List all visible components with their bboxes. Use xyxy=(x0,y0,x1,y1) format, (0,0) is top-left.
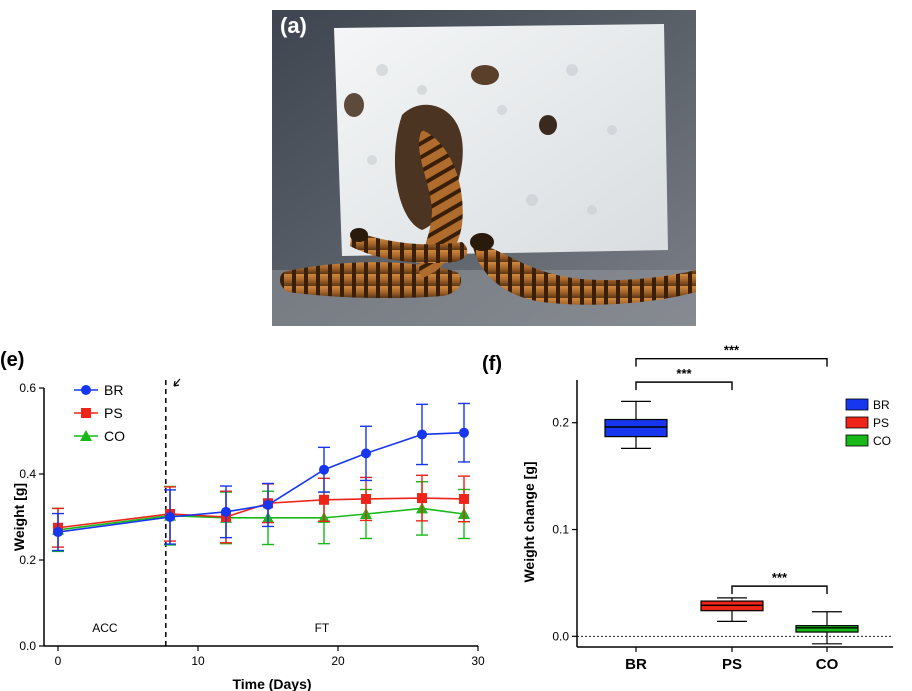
significance-bracket xyxy=(731,585,828,595)
larva-head xyxy=(470,233,494,251)
y-tick-label: 0.4 xyxy=(19,467,36,481)
series-co xyxy=(52,481,470,553)
data-point xyxy=(319,494,329,505)
legend-swatch xyxy=(845,398,869,411)
weight-over-time-chart: 0 10 20 30 0.00.20.40.6 ACC FT Time (Days) … xyxy=(11,378,485,691)
data-point xyxy=(165,512,175,522)
data-point xyxy=(263,499,273,510)
data-point xyxy=(361,493,371,504)
legend-label: BR xyxy=(873,398,890,412)
ft-region-label: FT xyxy=(315,621,330,635)
data-point xyxy=(459,493,469,504)
significance-bracket xyxy=(635,357,828,367)
y-tick-label: 0.0 xyxy=(19,639,36,653)
legend-swatch xyxy=(845,434,869,447)
box-br xyxy=(604,400,668,449)
legend-label: CO xyxy=(104,428,125,444)
data-point xyxy=(80,430,92,441)
data-point xyxy=(81,385,91,395)
small-hole xyxy=(471,65,499,85)
legend: BR PS CO xyxy=(845,398,891,448)
x-tick-label: BR xyxy=(625,656,647,673)
small-hole xyxy=(539,115,557,135)
box-ps xyxy=(700,597,764,622)
x-tick-label: 20 xyxy=(331,654,345,668)
data-point xyxy=(417,493,427,504)
box xyxy=(795,625,859,633)
y-tick-label: 0.0 xyxy=(552,629,569,643)
series-line xyxy=(57,497,465,529)
series-ps xyxy=(52,474,470,548)
legend-swatch xyxy=(845,416,869,429)
mealworm-photo-drawing: (a) xyxy=(272,10,696,326)
x-tick-label: 30 xyxy=(471,654,485,668)
data-point xyxy=(53,527,63,538)
data-point xyxy=(361,448,371,459)
significance-label: *** xyxy=(724,343,740,358)
series-line xyxy=(57,507,465,531)
legend-label: PS xyxy=(873,416,889,430)
box-co xyxy=(795,611,859,645)
series-line xyxy=(57,431,465,533)
weight-change-boxplot: *** *** *** 0.0 0.1 0.2 BR PS CO Weight change… xyxy=(521,343,893,673)
data-point xyxy=(221,506,231,517)
panel-e-label: (e) xyxy=(0,349,24,371)
small-hole xyxy=(344,93,364,117)
panel-f-label: (f) xyxy=(482,353,502,375)
y-tick-label: 0.1 xyxy=(552,523,569,537)
mealworm-larva xyxy=(472,242,696,305)
panel-a-label: (a) xyxy=(280,13,307,38)
x-tick-label: 0 xyxy=(55,654,62,668)
data-point xyxy=(81,408,91,418)
y-axis-title: Weight change [g] xyxy=(521,461,537,582)
significance-label: *** xyxy=(772,570,788,585)
data-point xyxy=(319,464,329,475)
larva-head xyxy=(350,228,368,242)
significance-bracket xyxy=(635,381,733,391)
mealworm-larva xyxy=(279,262,462,299)
data-point xyxy=(459,427,469,438)
mealworm-photo: (a) xyxy=(272,10,696,326)
acc-region-label: ACC xyxy=(92,621,118,635)
x-axis-title: Time (Days) xyxy=(232,676,311,691)
series-br xyxy=(52,402,470,552)
x-tick-label: PS xyxy=(722,656,742,673)
y-tick-label: 0.6 xyxy=(19,381,36,395)
y-tick-label: 0.2 xyxy=(552,416,569,430)
legend-label: PS xyxy=(104,405,123,421)
legend: BR PS CO xyxy=(74,382,125,444)
y-tick-label: 0.2 xyxy=(19,553,36,567)
mealworm-larva xyxy=(418,130,463,278)
x-tick-label: CO xyxy=(816,656,839,673)
significance-label: *** xyxy=(676,366,692,381)
data-point xyxy=(417,429,427,440)
mealworm-larva xyxy=(350,230,468,264)
box xyxy=(604,418,668,438)
legend-label: BR xyxy=(104,382,123,398)
legend-label: CO xyxy=(873,434,891,448)
arrow-icon xyxy=(173,378,181,387)
y-axis-title: Weight [g] xyxy=(11,483,27,551)
x-tick-label: 10 xyxy=(191,654,205,668)
